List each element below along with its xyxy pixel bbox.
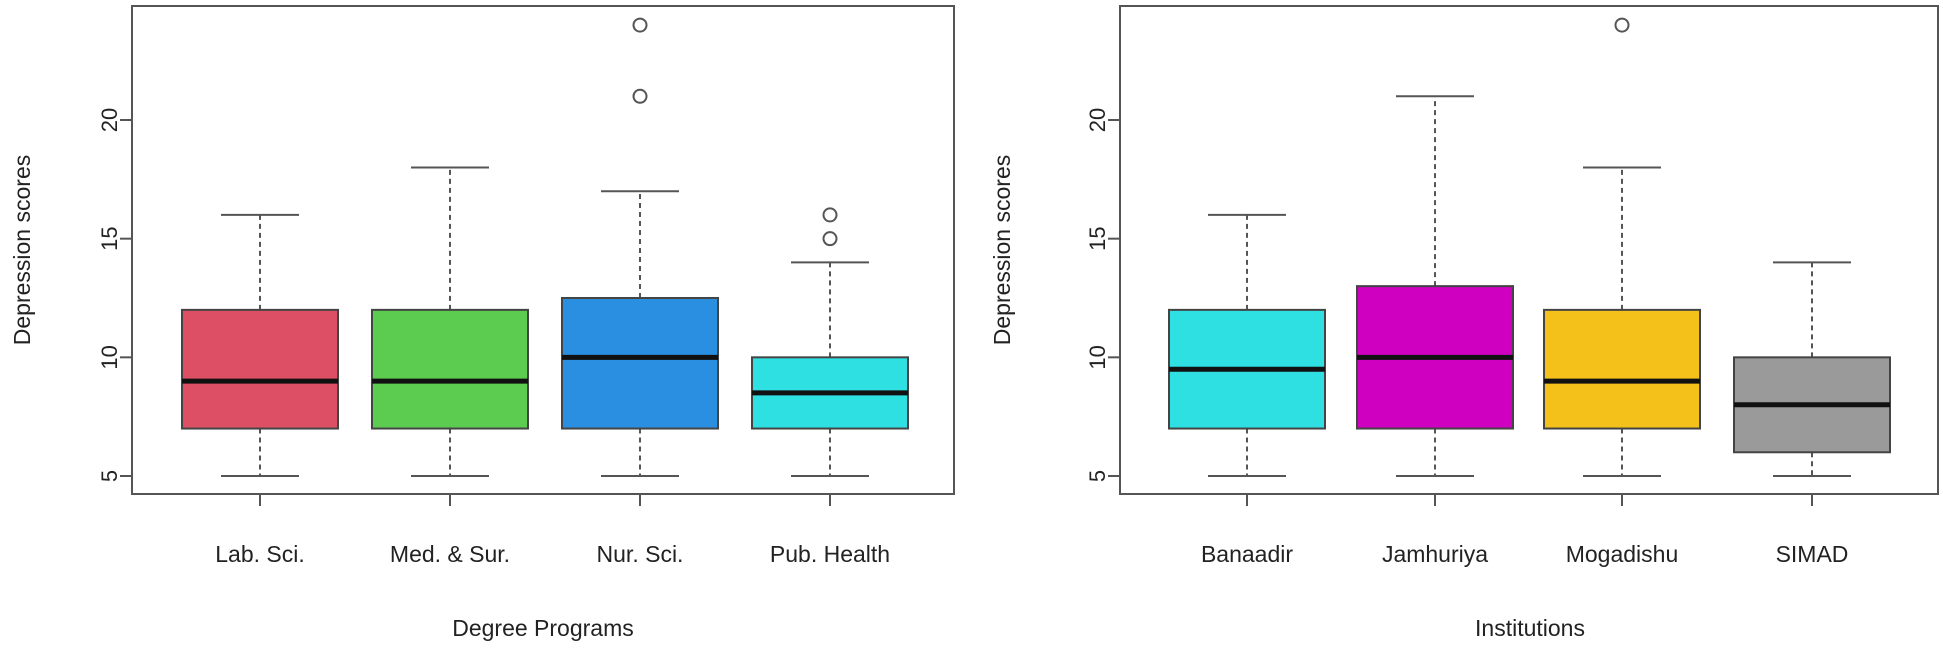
x-tick-label: Med. & Sur. — [390, 541, 510, 567]
x-tick-label: Nur. Sci. — [597, 541, 684, 567]
plot-frame-degree-programs — [131, 5, 955, 495]
box-simad — [1733, 261, 1891, 477]
outlier-point — [1614, 17, 1630, 33]
y-axis-title-institutions: Depression scores — [989, 155, 1015, 345]
x-tick-label: Mogadishu — [1566, 541, 1679, 567]
x-tick-label: Jamhuriya — [1382, 541, 1488, 567]
x-tick-label: Lab. Sci. — [215, 541, 305, 567]
boxes-institutions — [1168, 17, 1891, 477]
y-ticks-institutions: 5 10 15 20 — [1085, 108, 1120, 482]
x-axis-title-degree-programs: Degree Programs — [452, 615, 634, 641]
y-tick-label: 10 — [97, 345, 122, 369]
panel-institutions: Depression scores Institutions 5 10 15 20 B… — [989, 5, 1939, 641]
box-mogadishu — [1543, 17, 1701, 477]
plot-frame-institutions — [1119, 5, 1939, 495]
y-axis-title-degree-programs: Depression scores — [9, 155, 35, 345]
y-tick-label: 20 — [97, 108, 122, 132]
x-axis-title-institutions: Institutions — [1475, 615, 1585, 641]
iqr-box — [1543, 308, 1701, 430]
iqr-box — [371, 308, 529, 430]
y-tick-label: 5 — [97, 470, 122, 482]
box-pub-health — [751, 207, 909, 477]
x-categories-institutions: Banaadir Jamhuriya Mogadishu SIMAD — [1201, 494, 1848, 567]
box-nur-sci — [561, 17, 719, 477]
x-tick-label: Pub. Health — [770, 541, 890, 567]
outlier-point — [822, 207, 838, 223]
y-tick-label: 20 — [1085, 108, 1110, 132]
outlier-point — [632, 17, 648, 33]
box-banaadir — [1168, 213, 1326, 477]
y-tick-label: 10 — [1085, 345, 1110, 369]
y-tick-label: 5 — [1085, 470, 1110, 482]
box-med-sur — [371, 166, 529, 477]
outlier-point — [822, 231, 838, 247]
y-tick-label: 15 — [97, 226, 122, 250]
iqr-box — [561, 297, 719, 430]
iqr-box — [181, 308, 339, 430]
y-tick-label: 15 — [1085, 226, 1110, 250]
x-tick-label: Banaadir — [1201, 541, 1293, 567]
box-jamhuriya — [1356, 95, 1514, 477]
x-tick-label: SIMAD — [1776, 541, 1849, 567]
outlier-point — [632, 88, 648, 104]
panel-degree-programs: Depression scores Degree Programs 5 10 15 2… — [9, 5, 955, 641]
x-categories-degree-programs: Lab. Sci. Med. & Sur. Nur. Sci. Pub. Health — [215, 494, 890, 567]
y-ticks-degree-programs: 5 10 15 20 — [97, 108, 132, 482]
boxes-degree-programs — [181, 17, 909, 477]
box-lab-sci — [181, 213, 339, 477]
